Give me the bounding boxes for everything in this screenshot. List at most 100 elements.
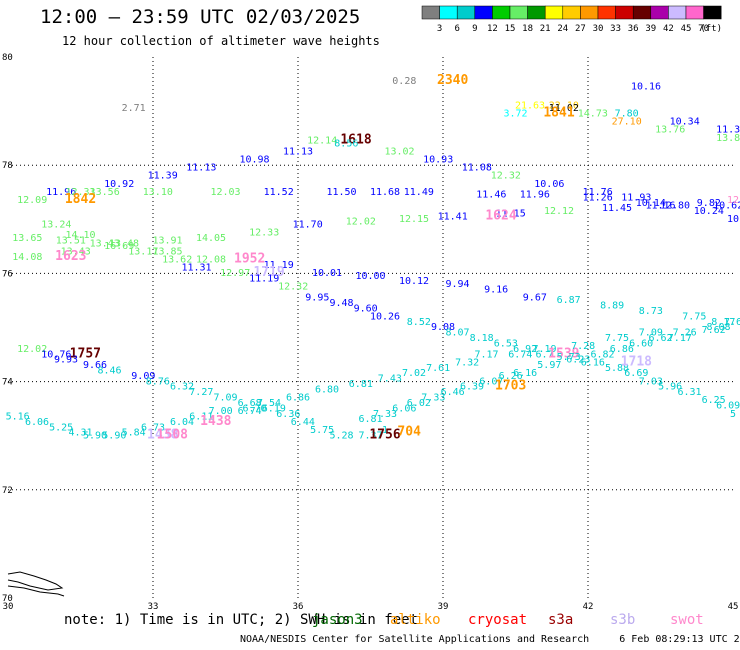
wave-height-label: 10.06 — [534, 179, 564, 190]
wave-height-label: 11.08 — [462, 163, 492, 174]
pass-time-label: 1719 — [253, 265, 284, 280]
wave-height-label: 10.14 — [636, 198, 666, 209]
wave-height-label: 13.43 — [61, 246, 91, 257]
wave-height-label: 13.8 — [716, 133, 740, 144]
wave-height-label: 13.85 — [152, 246, 182, 257]
wave-height-label: 8.52 — [407, 317, 431, 328]
wave-height-label: 7.33 — [421, 393, 445, 404]
wave-height-label: 9.48 — [329, 298, 353, 309]
wave-height-label: 13.02 — [384, 146, 414, 157]
wave-height-label: 11.93 — [621, 192, 651, 203]
wave-height-label: 11.39 — [148, 171, 178, 182]
wave-height-label: 11.15 — [496, 209, 526, 220]
wave-height-label: 6.53 — [494, 338, 518, 349]
wave-height-label: 7.27 — [189, 387, 213, 398]
wave-height-label: 13.91 — [152, 236, 182, 247]
wave-height-label: 5.97 — [537, 360, 561, 371]
wave-height-label: 13.65 — [12, 233, 42, 244]
y-tick-label: 70 — [2, 594, 13, 604]
wave-height-label: 7.02 — [402, 368, 426, 379]
colorbar-label: 36 — [628, 24, 639, 34]
wave-height-label: 8.18 — [470, 333, 494, 344]
wave-height-label: 13.51 — [56, 236, 86, 247]
wave-height-label: 11.19 — [264, 260, 294, 271]
timestamp: 6 Feb 08:29:13 UTC 2025 — [619, 634, 740, 645]
wave-height-label: 0.28 — [392, 76, 416, 87]
wave-height-label: 12.03 — [210, 187, 240, 198]
colorbar-label: 70 — [698, 24, 709, 34]
wave-height-label: 12.33 — [249, 228, 279, 239]
wave-height-label: 7.75 — [605, 333, 629, 344]
wave-height-label: 8.46 — [97, 365, 121, 376]
wave-height-label: 21.63 — [515, 100, 545, 111]
wave-height-label: 6.02 — [407, 398, 431, 409]
wave-height-label: 9.09 — [131, 371, 155, 382]
x-tick-label: 36 — [293, 602, 304, 612]
wave-height-label: 6.74 — [238, 406, 262, 417]
wave-height-label: 6.46 — [441, 387, 465, 398]
wave-height-label: 7.28 — [571, 341, 595, 352]
wave-height-label: 5.16 — [6, 411, 30, 422]
wave-height-label: 6.23 — [566, 355, 590, 366]
wave-height-label: 8.07 — [445, 328, 469, 339]
colorbar-label: 42 — [663, 24, 674, 34]
legend-swot: swot — [670, 612, 704, 628]
wave-height-label: 13.43 — [90, 238, 120, 249]
wave-height-label: 10.00 — [355, 271, 385, 282]
wave-height-label: 9.66 — [83, 360, 107, 371]
wave-height-label: 22.10 — [549, 100, 579, 111]
wave-height-label: 13.10 — [143, 187, 173, 198]
wave-height-label: 10.26 — [370, 311, 400, 322]
wave-height-label: 10.62 — [713, 200, 740, 211]
y-tick-label: 78 — [2, 161, 13, 171]
wave-height-label: 13.76 — [655, 125, 685, 136]
wave-height-label: 11.49 — [404, 187, 434, 198]
wave-height-label: 6.39 — [460, 382, 484, 393]
wave-height-label: 11.13 — [186, 163, 216, 174]
colorbar-swatch — [703, 5, 722, 20]
pass-time-label: 1438 — [147, 427, 178, 442]
pass-time-label: 1438 — [200, 414, 231, 429]
wave-height-label: 7.80 — [615, 109, 639, 120]
wave-height-label: 14.08 — [12, 252, 42, 263]
wave-height-label: 11.46 — [476, 190, 506, 201]
pass-time-label: 704 — [397, 425, 421, 440]
wave-height-label: 13.17 — [128, 246, 158, 257]
credit-line: NOAA/NESDIS Center for Satellite Applica… — [240, 634, 740, 645]
wave-height-label: 7.61 — [426, 363, 450, 374]
legend-cryosat: cryosat — [468, 612, 528, 628]
pass-time-label: 2340 — [437, 73, 468, 88]
pass-time-label: 1618 — [340, 133, 371, 148]
colorbar-label: 9 — [472, 24, 477, 34]
wave-height-label: 6.87 — [557, 295, 581, 306]
colorbar-label: 6 — [454, 24, 459, 34]
wave-height-label: 12.80 — [660, 200, 690, 211]
wave-height-label: 9.08 — [431, 322, 455, 333]
wave-height-label: 12.09 — [17, 195, 47, 206]
wave-height-label: 9.82 — [697, 198, 721, 209]
wave-height-label: 7.17 — [474, 349, 498, 360]
colorbar-label: 15 — [505, 24, 516, 34]
legend-s3b: s3b — [610, 612, 636, 628]
wave-height-label: 11.45 — [602, 203, 632, 214]
wave-height-label: 11.50 — [326, 187, 356, 198]
colorbar-label: 3 — [437, 24, 442, 34]
wave-height-label: 12.02 — [17, 344, 47, 355]
wave-height-label: 6.31 — [677, 387, 701, 398]
wave-height-label: 11.26 — [583, 192, 613, 203]
wave-height-label: 11.13 — [283, 146, 313, 157]
footer-legend: note: 1) Time is in UTC; 2) SWH is in fe… — [0, 612, 740, 630]
wave-height-label: 12.32 — [278, 282, 308, 293]
wave-height-label: 12.32 — [491, 171, 521, 182]
x-tick-label: 30 — [3, 602, 14, 612]
wave-height-label: 8.17 — [711, 317, 735, 328]
wave-height-label: 11.3 — [716, 125, 740, 136]
wave-height-label: 7.37 — [358, 430, 382, 441]
wave-height-label: 10.92 — [104, 179, 134, 190]
wave-height-label: 7.17 — [668, 333, 692, 344]
pass-time-label: 1703 — [495, 379, 526, 394]
wave-height-label: 6.32 — [170, 382, 194, 393]
page-title: 12:00 – 23:59 UTC 02/03/2025 — [40, 6, 361, 28]
y-tick-label: 72 — [2, 486, 13, 496]
wave-height-label: 5 — [730, 409, 736, 420]
